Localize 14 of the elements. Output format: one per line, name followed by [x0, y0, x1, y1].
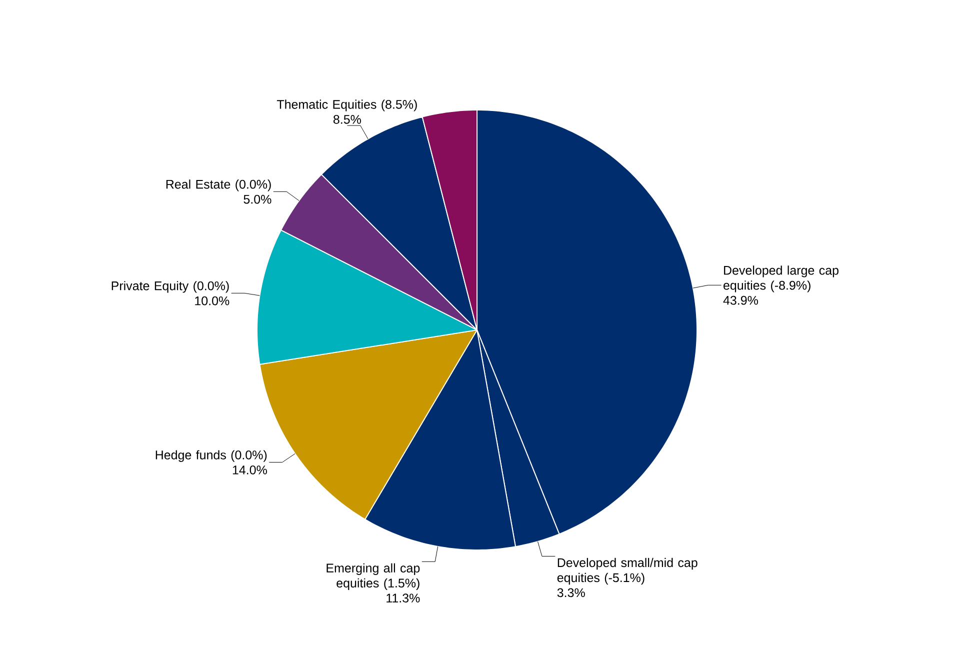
slice-label: Real Estate (0.0%) — [166, 180, 271, 192]
data-label: 3.3% — [557, 588, 585, 598]
slice-label: Thematic Equities (8.5%) — [276, 100, 417, 112]
data-label: 10.0% — [195, 296, 230, 306]
slice-label: Developed large cap equities (-8.9%) — [724, 266, 838, 292]
slice-label: Emerging all cap equities (1.5%) — [326, 563, 420, 590]
slice-label: Private Equity (0.0%) — [112, 281, 229, 293]
data-label: 43.9% — [723, 296, 758, 305]
data-label: 5.0% — [244, 194, 272, 204]
slice-label: Developed small/mid cap equities (-5.1%) — [557, 558, 698, 585]
slice-label: Hedge funds (0.0%) — [156, 450, 267, 462]
data-label: 11.3% — [386, 594, 420, 603]
data-label: 14.0% — [232, 466, 267, 474]
data-label: 8.5% — [333, 114, 361, 124]
